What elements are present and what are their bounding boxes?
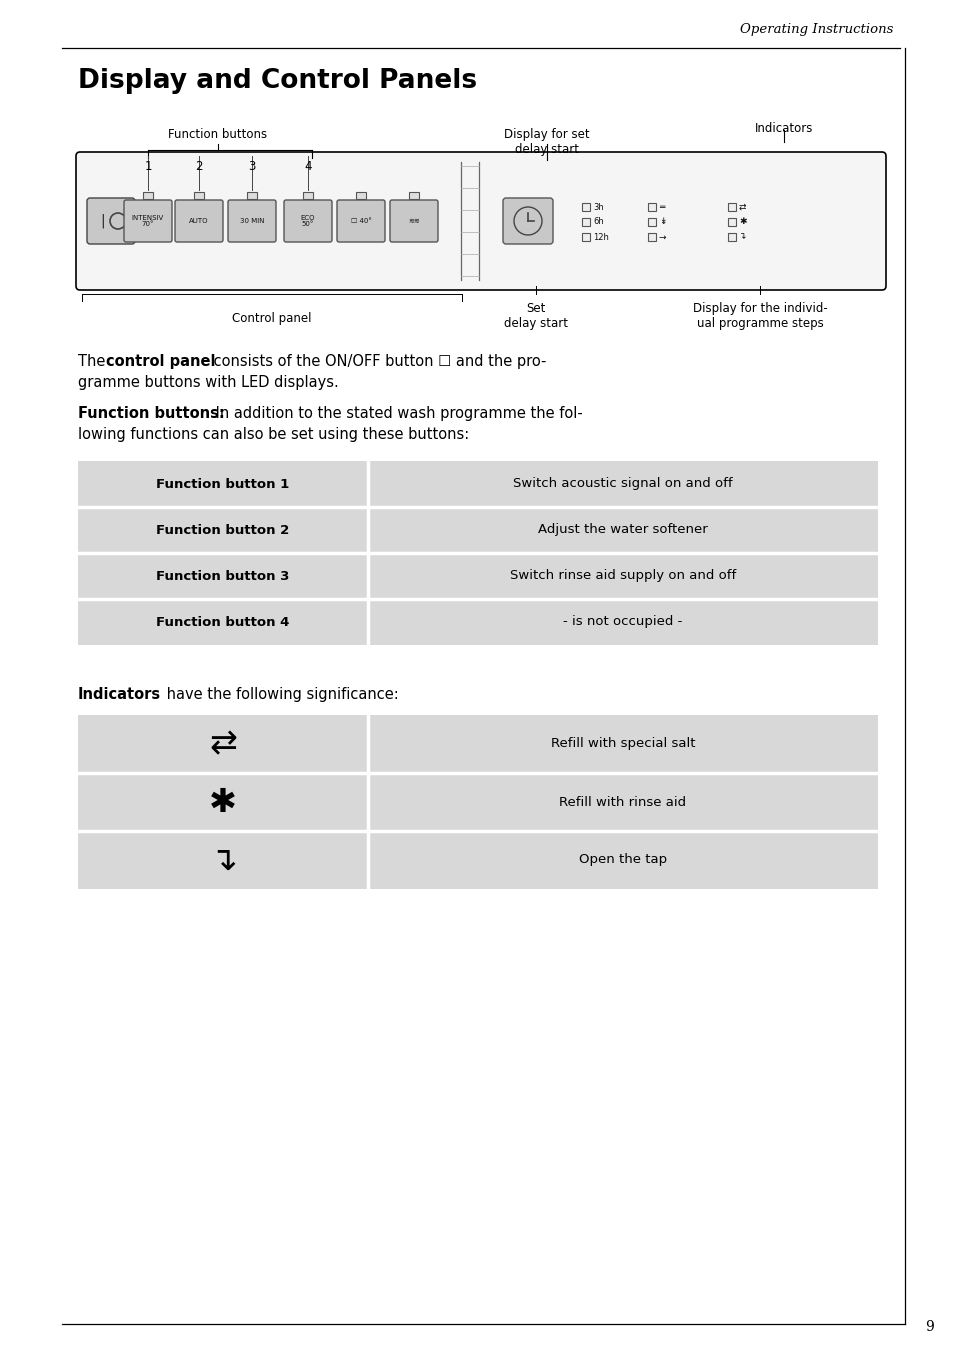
FancyBboxPatch shape xyxy=(124,200,172,242)
Bar xyxy=(78,553,877,599)
Text: control panel: control panel xyxy=(106,354,215,369)
Text: →: → xyxy=(659,233,666,242)
Text: ═: ═ xyxy=(659,203,663,211)
Bar xyxy=(303,192,313,199)
FancyBboxPatch shape xyxy=(76,151,885,289)
Bar xyxy=(355,192,366,199)
Text: In addition to the stated wash programme the fol-: In addition to the stated wash programme… xyxy=(211,406,582,420)
FancyBboxPatch shape xyxy=(87,197,135,243)
Bar xyxy=(647,218,656,226)
Text: Display for set
delay start: Display for set delay start xyxy=(503,128,589,155)
Text: ECO
50°: ECO 50° xyxy=(300,215,314,227)
Bar xyxy=(647,203,656,211)
Text: Function buttons: Function buttons xyxy=(169,128,267,141)
FancyBboxPatch shape xyxy=(174,200,223,242)
Text: ≋≋: ≋≋ xyxy=(408,218,419,224)
Text: ✱: ✱ xyxy=(739,218,745,227)
Text: 4: 4 xyxy=(304,160,312,173)
Text: Display for the individ-
ual programme steps: Display for the individ- ual programme s… xyxy=(692,301,826,330)
Text: 6h: 6h xyxy=(593,218,603,227)
Text: Function button 4: Function button 4 xyxy=(156,615,290,629)
Text: AUTO: AUTO xyxy=(189,218,209,224)
Text: 30 MIN: 30 MIN xyxy=(239,218,264,224)
FancyBboxPatch shape xyxy=(284,200,332,242)
FancyBboxPatch shape xyxy=(228,200,275,242)
Bar xyxy=(78,715,877,773)
Text: The: The xyxy=(78,354,110,369)
Text: lowing functions can also be set using these buttons:: lowing functions can also be set using t… xyxy=(78,427,469,442)
Bar xyxy=(78,773,877,831)
Bar xyxy=(647,233,656,241)
Text: Function button 3: Function button 3 xyxy=(156,569,290,583)
Bar xyxy=(78,599,877,645)
Text: ⇄: ⇄ xyxy=(209,727,236,760)
Text: ↴: ↴ xyxy=(739,233,745,242)
Text: ↡: ↡ xyxy=(659,218,666,227)
Text: have the following significance:: have the following significance: xyxy=(162,687,398,702)
Text: consists of the ON/OFF button ☐ and the pro-: consists of the ON/OFF button ☐ and the … xyxy=(209,354,546,369)
Text: Display and Control Panels: Display and Control Panels xyxy=(78,68,476,95)
Text: 12h: 12h xyxy=(593,233,608,242)
Bar xyxy=(143,192,152,199)
Text: INTENSIV
70°: INTENSIV 70° xyxy=(132,215,164,227)
Text: 2: 2 xyxy=(195,160,203,173)
Bar xyxy=(409,192,418,199)
FancyBboxPatch shape xyxy=(390,200,437,242)
Text: gramme buttons with LED displays.: gramme buttons with LED displays. xyxy=(78,375,338,389)
Bar xyxy=(581,203,589,211)
Text: Adjust the water softener: Adjust the water softener xyxy=(537,523,707,537)
Bar xyxy=(78,507,877,553)
Text: ⇄: ⇄ xyxy=(739,203,745,211)
Text: Operating Instructions: Operating Instructions xyxy=(739,23,892,37)
Text: ☐ 40°: ☐ 40° xyxy=(350,218,371,224)
Bar xyxy=(193,192,204,199)
Bar xyxy=(581,233,589,241)
Text: Function buttons:: Function buttons: xyxy=(78,406,225,420)
Text: - is not occupied -: - is not occupied - xyxy=(562,615,682,629)
FancyBboxPatch shape xyxy=(502,197,553,243)
Text: 1: 1 xyxy=(144,160,152,173)
Text: Indicators: Indicators xyxy=(78,687,161,702)
Text: 9: 9 xyxy=(924,1320,933,1334)
Bar xyxy=(78,831,877,890)
Bar xyxy=(581,218,589,226)
Text: Function button 2: Function button 2 xyxy=(156,523,290,537)
Text: Switch acoustic signal on and off: Switch acoustic signal on and off xyxy=(513,477,732,491)
Text: Set
delay start: Set delay start xyxy=(503,301,567,330)
Text: Refill with special salt: Refill with special salt xyxy=(550,737,695,750)
Bar xyxy=(78,461,877,507)
Text: Open the tap: Open the tap xyxy=(578,853,666,867)
Text: Indicators: Indicators xyxy=(754,122,812,135)
Bar xyxy=(247,192,256,199)
Text: 3h: 3h xyxy=(593,203,603,211)
Text: Control panel: Control panel xyxy=(232,312,312,324)
Bar xyxy=(727,203,735,211)
FancyBboxPatch shape xyxy=(336,200,385,242)
Text: Switch rinse aid supply on and off: Switch rinse aid supply on and off xyxy=(509,569,736,583)
Text: |: | xyxy=(101,214,105,228)
Text: Function button 1: Function button 1 xyxy=(156,477,290,491)
Bar xyxy=(727,218,735,226)
Text: Refill with rinse aid: Refill with rinse aid xyxy=(558,795,686,808)
Text: ✱: ✱ xyxy=(209,786,236,818)
Text: ↴: ↴ xyxy=(209,844,236,876)
Text: 3: 3 xyxy=(248,160,255,173)
Bar xyxy=(727,233,735,241)
